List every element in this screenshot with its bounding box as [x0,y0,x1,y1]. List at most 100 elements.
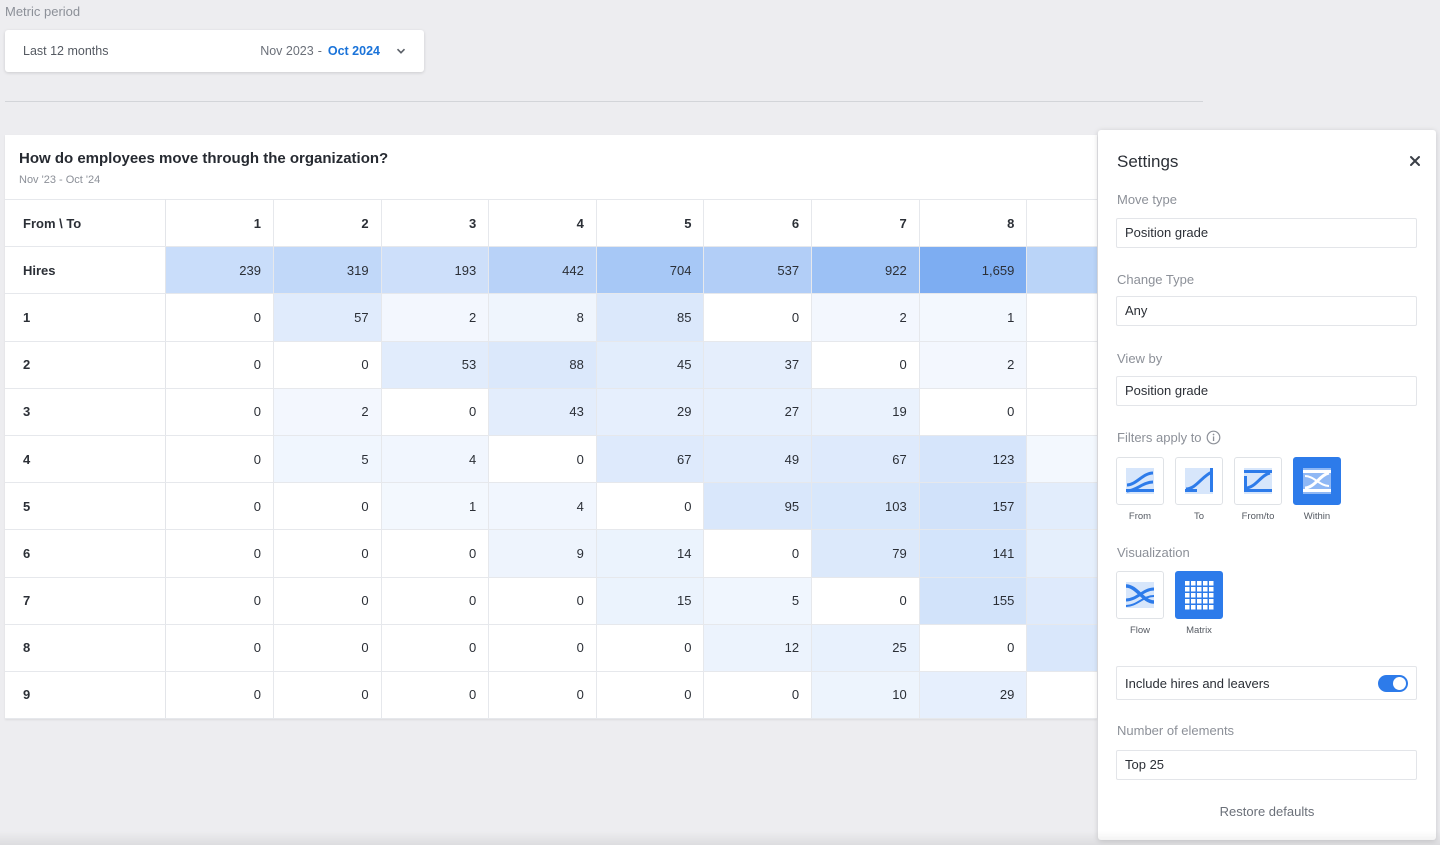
matrix-cell[interactable]: 0 [596,671,705,719]
matrix-cell[interactable]: 0 [165,388,274,436]
matrix-cell[interactable]: 1,659 [919,246,1028,295]
close-icon[interactable] [1408,154,1422,168]
matrix-cell[interactable]: 25 [811,624,920,672]
matrix-cell[interactable]: 43 [488,388,597,436]
matrix-cell[interactable]: 79 [811,529,920,578]
restore-defaults-button[interactable]: Restore defaults [1219,804,1315,819]
matrix-cell[interactable]: 0 [165,671,274,719]
matrix-cell[interactable]: 12 [703,624,813,672]
matrix-cell[interactable]: 53 [381,341,490,389]
matrix-cell[interactable]: 14 [596,529,705,578]
matrix-cell[interactable]: 0 [165,482,274,531]
matrix-cell[interactable]: 0 [919,624,1028,672]
matrix-cell[interactable]: 0 [165,293,274,342]
matrix-cell[interactable]: 4 [381,435,490,484]
matrix-cell[interactable]: 0 [165,577,274,625]
matrix-cell[interactable]: 0 [381,388,490,436]
matrix-cell[interactable]: 1 [1026,435,1097,484]
matrix-cell[interactable]: 29 [919,671,1028,719]
view-by-select[interactable]: Position grade [1116,376,1417,406]
column-header[interactable]: 2 [273,198,382,248]
matrix-cell[interactable]: 37 [703,341,813,389]
matrix-cell[interactable]: 415 [1026,246,1097,295]
matrix-cell[interactable]: 5 [273,435,382,484]
change-type-select[interactable]: Any [1116,296,1417,326]
matrix-cell[interactable]: 239 [165,246,274,295]
matrix-cell[interactable]: 5 [703,577,813,625]
filter-option-from-to[interactable]: From/to [1234,457,1282,522]
matrix-cell[interactable]: 0 [273,577,382,625]
matrix-cell[interactable]: 0 [596,624,705,672]
matrix-cell[interactable]: 0 [165,341,274,389]
info-icon[interactable] [1206,430,1221,445]
matrix-cell[interactable]: 0 [1026,671,1097,719]
matrix-cell[interactable]: 48 [1026,482,1097,531]
matrix-cell[interactable]: 19 [811,388,920,436]
matrix-cell[interactable]: 537 [703,246,813,295]
matrix-cell[interactable]: 0 [703,671,813,719]
matrix-cell[interactable]: 0 [596,482,705,531]
matrix-cell[interactable]: 95 [703,482,813,531]
column-header[interactable]: 4 [488,198,597,248]
matrix-cell[interactable]: 27 [703,388,813,436]
column-header[interactable]: 7 [811,198,920,248]
matrix-cell[interactable]: 123 [919,435,1028,484]
matrix-cell[interactable]: 0 [273,624,382,672]
matrix-cell[interactable]: 0 [703,529,813,578]
matrix-cell[interactable]: 8 [488,293,597,342]
matrix-cell[interactable]: 155 [919,577,1028,625]
matrix-cell[interactable]: 1 [919,293,1028,342]
matrix-cell[interactable]: 0 [703,293,813,342]
matrix-cell[interactable]: 2 [381,293,490,342]
matrix-cell[interactable]: 33 [1026,529,1097,578]
matrix-cell[interactable]: 69 [1026,577,1097,625]
column-header[interactable]: 1 [165,198,274,248]
matrix-cell[interactable]: 0 [381,671,490,719]
matrix-cell[interactable]: 0 [488,577,597,625]
move-type-select[interactable]: Position grade [1116,218,1417,248]
matrix-cell[interactable]: 100 [1026,624,1097,672]
matrix-cell[interactable]: 0 [381,624,490,672]
matrix-cell[interactable]: 922 [811,246,920,295]
matrix-cell[interactable]: 0 [1026,293,1097,342]
matrix-cell[interactable]: 4 [488,482,597,531]
matrix-cell[interactable]: 319 [273,246,382,295]
column-header[interactable]: 5 [596,198,705,248]
column-header[interactable]: 6 [703,198,813,248]
column-header[interactable]: 8 [919,198,1028,248]
matrix-cell[interactable]: 29 [596,388,705,436]
matrix-cell[interactable]: 0 [165,624,274,672]
matrix-cell[interactable]: 0 [488,671,597,719]
column-header[interactable]: 3 [381,198,490,248]
metric-period-dropdown[interactable]: Last 12 months Nov 2023 - Oct 2024 [5,30,424,72]
matrix-cell[interactable]: 2 [273,388,382,436]
matrix-cell[interactable]: 0 [488,624,597,672]
matrix-cell[interactable]: 442 [488,246,597,295]
matrix-cell[interactable]: 157 [919,482,1028,531]
matrix-cell[interactable]: 67 [811,435,920,484]
include-hires-leavers-toggle[interactable] [1378,675,1408,692]
matrix-cell[interactable]: 141 [919,529,1028,578]
matrix-cell[interactable]: 10 [811,671,920,719]
matrix-cell[interactable]: 0 [381,529,490,578]
matrix-cell[interactable]: 0 [165,529,274,578]
number-of-elements-select[interactable]: Top 25 [1116,750,1417,780]
matrix-cell[interactable]: 0 [273,529,382,578]
matrix-cell[interactable]: 15 [596,577,705,625]
matrix-cell[interactable]: 193 [381,246,490,295]
matrix-cell[interactable]: 0 [273,482,382,531]
matrix-cell[interactable]: 0 [919,388,1028,436]
matrix-cell[interactable]: 0 [1026,388,1097,436]
matrix-cell[interactable]: 0 [165,435,274,484]
matrix-cell[interactable]: 57 [273,293,382,342]
matrix-cell[interactable]: 49 [703,435,813,484]
filter-option-within[interactable]: Within [1293,457,1341,522]
matrix-cell[interactable]: 85 [596,293,705,342]
matrix-cell[interactable]: 704 [596,246,705,295]
matrix-cell[interactable]: 45 [596,341,705,389]
visualization-option-matrix[interactable]: Matrix [1175,571,1223,636]
matrix-cell[interactable]: 0 [811,577,920,625]
filter-option-to[interactable]: To [1175,457,1223,522]
visualization-option-flow[interactable]: Flow [1116,571,1164,636]
matrix-cell[interactable]: 0 [273,341,382,389]
